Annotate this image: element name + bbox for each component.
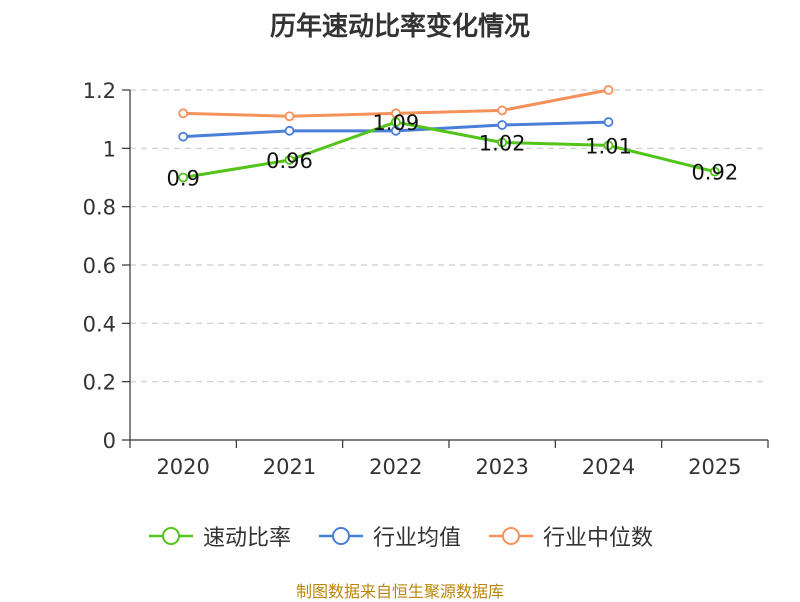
legend-marker-quick-ratio-icon [148, 527, 193, 545]
data-point[interactable] [497, 105, 508, 116]
data-point[interactable] [284, 111, 295, 122]
data-point[interactable] [284, 155, 295, 165]
data-label: 1.01 [585, 134, 632, 158]
legend-label-industry-mean: 行业均值 [372, 526, 461, 551]
gridlines [130, 89, 768, 383]
x-tick-label: 2023 [475, 455, 528, 479]
source-note: 制图数据来自恒生聚源数据库 [295, 582, 504, 601]
data-label: 0.92 [691, 161, 738, 185]
data-labels: 0.9 0.96 1.09 1.02 1.01 0.92 [166, 111, 738, 190]
x-tick-label: 2025 [688, 455, 741, 479]
y-tick-label: 0 [103, 429, 116, 453]
axes: 0 0.2 0.4 0.6 0.8 1 1.2 2020 2021 2022 2023 2024 202… [83, 79, 769, 479]
series-lines [178, 85, 720, 183]
legend: 速动比率 行业均值 行业中位数 [0, 520, 800, 552]
y-tick-label: 1.2 [83, 79, 116, 103]
data-point[interactable] [709, 166, 720, 177]
data-point[interactable] [603, 85, 614, 95]
x-tick-label: 2024 [582, 455, 635, 479]
legend-label-quick-ratio: 速动比率 [202, 526, 291, 551]
data-label: 0.96 [266, 149, 313, 173]
x-tick-label: 2020 [156, 455, 209, 479]
data-label: 1.02 [479, 132, 526, 156]
legend-marker-industry-median-icon [489, 527, 533, 545]
data-point[interactable] [178, 172, 189, 183]
data-point[interactable] [497, 137, 508, 148]
x-tick-label: 2022 [369, 455, 422, 479]
legend-marker-industry-mean-icon [318, 527, 363, 545]
legend-item-quick-ratio[interactable]: 速动比率 [147, 520, 291, 552]
legend-item-industry-median[interactable]: 行业中位数 [487, 520, 653, 552]
y-tick-label: 0.6 [83, 254, 116, 278]
data-point[interactable] [390, 117, 401, 127]
data-label: 0.9 [166, 167, 199, 191]
data-point[interactable] [497, 120, 508, 130]
data-point[interactable] [603, 140, 614, 151]
chart-title: 历年速动比率变化情况 [269, 12, 530, 42]
series-line-0 [182, 120, 716, 179]
data-point[interactable] [603, 117, 614, 127]
data-point[interactable] [284, 125, 295, 136]
y-tick-label: 1 [103, 137, 116, 161]
data-label: 1.09 [372, 111, 419, 135]
data-point[interactable] [178, 131, 189, 142]
legend-item-industry-mean[interactable]: 行业均值 [317, 520, 461, 552]
y-tick-label: 0.4 [83, 312, 116, 336]
data-point[interactable] [178, 108, 189, 119]
legend-label-industry-median: 行业中位数 [543, 526, 654, 551]
y-tick-label: 0.8 [83, 196, 116, 220]
x-tick-label: 2021 [263, 455, 316, 479]
y-tick-label: 0.2 [83, 371, 116, 395]
